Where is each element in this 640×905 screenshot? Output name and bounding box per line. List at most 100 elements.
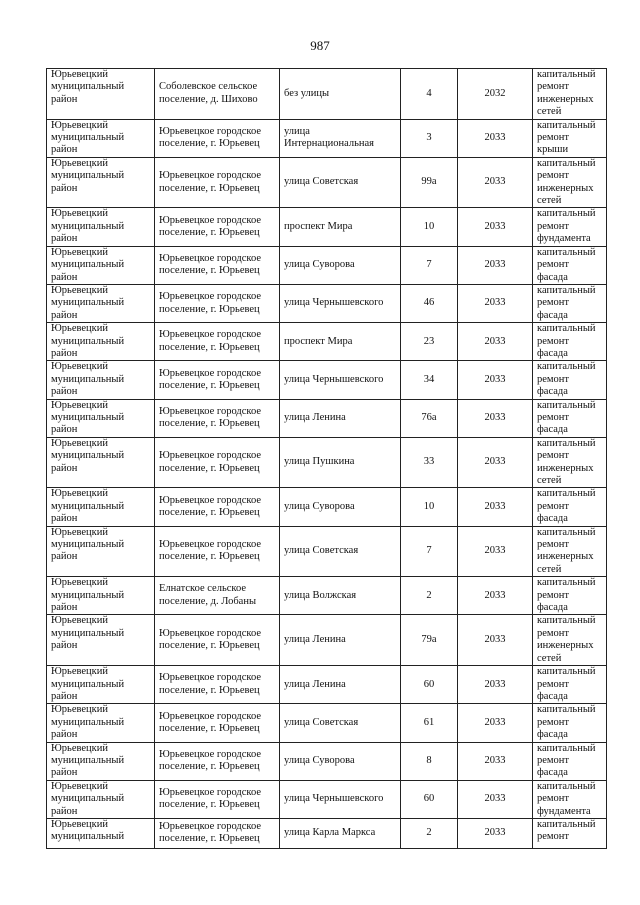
- table-row: Юрьевецкий муниципальный район Юрьевецкое…: [46, 398, 607, 438]
- street-cell: проспект Мира: [279, 207, 401, 247]
- table-row: Юрьевецкий муниципальный район Юрьевецкое…: [46, 360, 607, 400]
- work-type-cell: капитальный ремонт фасада: [532, 398, 607, 438]
- house-number-cell: 10: [400, 487, 458, 527]
- district-cell: Юрьевецкий муниципальный район: [46, 360, 155, 400]
- house-number-cell: 60: [400, 665, 458, 705]
- settlement-cell: Юрьевецкое городское поселение, г. Юрьев…: [154, 245, 280, 285]
- settlement-cell: Соболевское сельское поселение, д. Шихов…: [154, 68, 280, 120]
- table-row: Юрьевецкий муниципальный район Юрьевецкое…: [46, 741, 607, 781]
- house-number-cell: 33: [400, 436, 458, 489]
- settlement-cell: Юрьевецкое городское поселение, г. Юрьев…: [154, 283, 280, 324]
- work-type-cell: капитальный ремонт фасада: [532, 576, 607, 616]
- settlement-cell: Юрьевецкое городское поселение, г. Юрьев…: [154, 436, 280, 489]
- year-cell: 2032: [457, 68, 533, 120]
- settlement-cell: Юрьевецкое городское поселение, г. Юрьев…: [154, 487, 280, 527]
- work-type-cell: капитальный ремонт инженерных сетей: [532, 68, 607, 120]
- work-type-cell: капитальный ремонт фундамента: [532, 207, 607, 247]
- district-cell: Юрьевецкий муниципальный район: [46, 156, 155, 209]
- street-cell: улица Чернышевского: [279, 283, 401, 324]
- settlement-cell: Юрьевецкое городское поселение, г. Юрьев…: [154, 779, 280, 819]
- settlement-cell: Юрьевецкое городское поселение, г. Юрьев…: [154, 525, 280, 578]
- house-number-cell: 76а: [400, 398, 458, 438]
- settlement-cell: Юрьевецкое городское поселение, г. Юрьев…: [154, 741, 280, 781]
- house-number-cell: 23: [400, 322, 458, 362]
- work-type-cell: капитальный ремонт фасада: [532, 741, 607, 781]
- settlement-cell: Юрьевецкое городское поселение, г. Юрьев…: [154, 614, 280, 667]
- district-cell: Юрьевецкий муниципальный район: [46, 487, 155, 527]
- street-cell: улица Карла Маркса: [279, 817, 401, 849]
- street-cell: улица Ленина: [279, 614, 401, 667]
- year-cell: 2033: [457, 360, 533, 400]
- table-row: Юрьевецкий муниципальный Юрьевецкое город…: [46, 817, 607, 849]
- house-number-cell: 8: [400, 741, 458, 781]
- work-type-cell: капитальный ремонт инженерных сетей: [532, 614, 607, 667]
- table-row: Юрьевецкий муниципальный район Юрьевецкое…: [46, 245, 607, 285]
- table-row: Юрьевецкий муниципальный район Юрьевецкое…: [46, 487, 607, 527]
- year-cell: 2033: [457, 245, 533, 285]
- house-number-cell: 46: [400, 283, 458, 324]
- work-type-cell: капитальный ремонт фасада: [532, 665, 607, 705]
- work-type-cell: капитальный ремонт инженерных сетей: [532, 156, 607, 209]
- house-number-cell: 10: [400, 207, 458, 247]
- table-row: Юрьевецкий муниципальный район Елнатское …: [46, 576, 607, 616]
- district-cell: Юрьевецкий муниципальный район: [46, 283, 155, 324]
- district-cell: Юрьевецкий муниципальный район: [46, 665, 155, 705]
- year-cell: 2033: [457, 322, 533, 362]
- table-row: Юрьевецкий муниципальный район Юрьевецкое…: [46, 665, 607, 705]
- street-cell: улица Суворова: [279, 741, 401, 781]
- work-type-cell: капитальный ремонт фасада: [532, 245, 607, 285]
- year-cell: 2033: [457, 779, 533, 819]
- district-cell: Юрьевецкий муниципальный район: [46, 245, 155, 285]
- settlement-cell: Юрьевецкое городское поселение, г. Юрьев…: [154, 817, 280, 849]
- settlement-cell: Юрьевецкое городское поселение, г. Юрьев…: [154, 118, 280, 158]
- street-cell: улица Суворова: [279, 245, 401, 285]
- district-cell: Юрьевецкий муниципальный район: [46, 703, 155, 743]
- street-cell: улица Ленина: [279, 665, 401, 705]
- table-row: Юрьевецкий муниципальный район Юрьевецкое…: [46, 703, 607, 743]
- year-cell: 2033: [457, 817, 533, 849]
- house-number-cell: 2: [400, 817, 458, 849]
- district-cell: Юрьевецкий муниципальный район: [46, 779, 155, 819]
- district-cell: Юрьевецкий муниципальный район: [46, 576, 155, 616]
- house-number-cell: 4: [400, 68, 458, 120]
- work-type-cell: капитальный ремонт инженерных сетей: [532, 525, 607, 578]
- table-row: Юрьевецкий муниципальный район Юрьевецкое…: [46, 156, 607, 209]
- work-type-cell: капитальный ремонт фасада: [532, 283, 607, 324]
- year-cell: 2033: [457, 283, 533, 324]
- settlement-cell: Юрьевецкое городское поселение, г. Юрьев…: [154, 703, 280, 743]
- house-number-cell: 79а: [400, 614, 458, 667]
- street-cell: улица Чернышевского: [279, 779, 401, 819]
- district-cell: Юрьевецкий муниципальный район: [46, 398, 155, 438]
- year-cell: 2033: [457, 614, 533, 667]
- table-body: Юрьевецкий муниципальный район Соболевско…: [46, 68, 607, 849]
- settlement-cell: Елнатское сельское поселение, д. Лобаны: [154, 576, 280, 616]
- district-cell: Юрьевецкий муниципальный район: [46, 322, 155, 362]
- street-cell: улица Советская: [279, 525, 401, 578]
- year-cell: 2033: [457, 487, 533, 527]
- work-type-cell: капитальный ремонт крыши: [532, 118, 607, 158]
- year-cell: 2033: [457, 525, 533, 578]
- year-cell: 2033: [457, 436, 533, 489]
- house-number-cell: 7: [400, 525, 458, 578]
- house-number-cell: 99а: [400, 156, 458, 209]
- settlement-cell: Юрьевецкое городское поселение, г. Юрьев…: [154, 207, 280, 247]
- house-number-cell: 3: [400, 118, 458, 158]
- work-type-cell: капитальный ремонт инженерных сетей: [532, 436, 607, 489]
- table-row: Юрьевецкий муниципальный район Юрьевецкое…: [46, 436, 607, 489]
- street-cell: улица Чернышевского: [279, 360, 401, 400]
- house-number-cell: 34: [400, 360, 458, 400]
- work-type-cell: капитальный ремонт: [532, 817, 607, 849]
- street-cell: без улицы: [279, 68, 401, 120]
- settlement-cell: Юрьевецкое городское поселение, г. Юрьев…: [154, 360, 280, 400]
- street-cell: улица Волжская: [279, 576, 401, 616]
- table-row: Юрьевецкий муниципальный район Юрьевецкое…: [46, 779, 607, 819]
- year-cell: 2033: [457, 576, 533, 616]
- district-cell: Юрьевецкий муниципальный район: [46, 741, 155, 781]
- street-cell: улица Советская: [279, 156, 401, 209]
- repair-schedule-table: Юрьевецкий муниципальный район Соболевско…: [46, 68, 607, 849]
- house-number-cell: 2: [400, 576, 458, 616]
- table-row: Юрьевецкий муниципальный район Юрьевецкое…: [46, 283, 607, 324]
- street-cell: улица Суворова: [279, 487, 401, 527]
- street-cell: улица Интернациональная: [279, 118, 401, 158]
- district-cell: Юрьевецкий муниципальный район: [46, 118, 155, 158]
